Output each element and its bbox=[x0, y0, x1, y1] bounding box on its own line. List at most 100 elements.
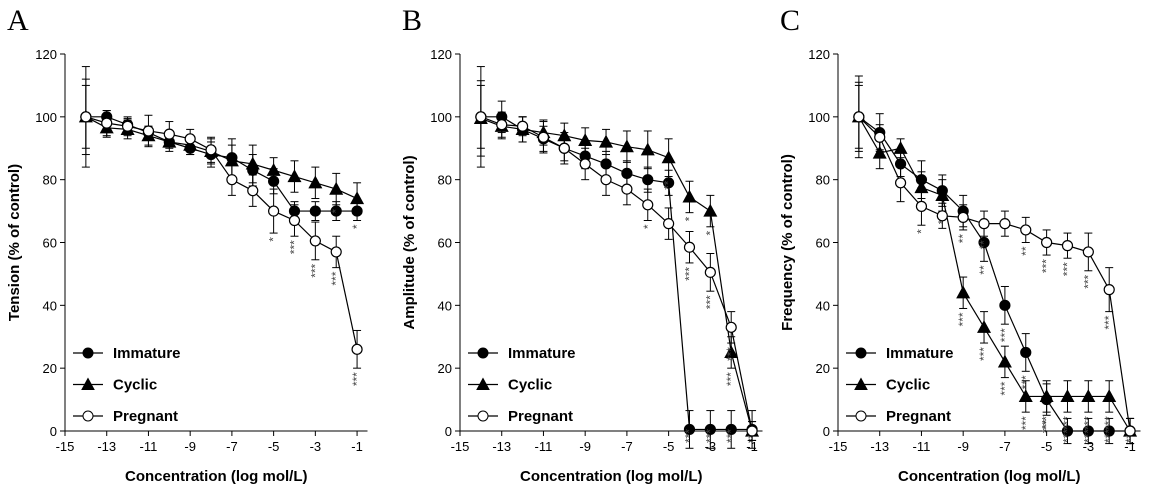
marker bbox=[683, 423, 696, 436]
marker bbox=[1103, 425, 1115, 437]
x-tick-label: -13 bbox=[870, 439, 889, 454]
marker bbox=[663, 218, 675, 230]
marker bbox=[619, 139, 634, 153]
significance: ** bbox=[956, 234, 970, 244]
marker bbox=[142, 125, 155, 137]
marker bbox=[704, 266, 716, 278]
marker bbox=[101, 117, 113, 129]
marker bbox=[287, 169, 302, 183]
x-tick-label: -5 bbox=[663, 439, 675, 454]
series-line bbox=[85, 116, 358, 350]
significance: ** bbox=[977, 265, 991, 275]
significance: *** bbox=[682, 267, 696, 281]
y-tick-label: 60 bbox=[438, 236, 452, 251]
x-tick-label: -9 bbox=[957, 439, 969, 454]
panel-label: C bbox=[780, 4, 800, 37]
marker bbox=[640, 142, 655, 156]
legend-label: Cyclic bbox=[508, 377, 552, 394]
legend-label: Cyclic bbox=[113, 377, 157, 394]
y-axis-label: Tension (% of control) bbox=[6, 164, 23, 321]
y-tick-label: 80 bbox=[43, 173, 57, 188]
marker bbox=[205, 144, 217, 156]
significance: *** bbox=[1040, 419, 1054, 433]
marker bbox=[978, 236, 990, 249]
y-tick-label: 120 bbox=[35, 47, 57, 62]
marker bbox=[350, 191, 365, 205]
legend-marker bbox=[855, 347, 867, 359]
y-tick-label: 60 bbox=[816, 236, 830, 251]
panel-label: A bbox=[7, 4, 29, 37]
significance: *** bbox=[1102, 315, 1116, 329]
y-axis-label: Frequency (% of control) bbox=[779, 154, 796, 331]
x-tick-label: -11 bbox=[140, 439, 158, 454]
marker bbox=[496, 119, 508, 131]
significance: * bbox=[350, 224, 364, 229]
marker bbox=[872, 145, 887, 159]
marker bbox=[578, 133, 593, 146]
marker bbox=[642, 199, 654, 211]
marker bbox=[308, 175, 323, 189]
marker bbox=[600, 174, 612, 186]
marker bbox=[936, 210, 948, 222]
marker bbox=[915, 200, 928, 212]
y-tick-label: 120 bbox=[808, 47, 830, 62]
y-tick-label: 80 bbox=[438, 173, 452, 188]
x-tick-label: -7 bbox=[621, 439, 633, 454]
marker bbox=[1041, 236, 1053, 249]
marker bbox=[1020, 346, 1032, 359]
significance: *** bbox=[956, 312, 970, 326]
significance: *** bbox=[1081, 429, 1095, 443]
significance: *** bbox=[703, 295, 717, 309]
y-tick-label: 40 bbox=[438, 298, 452, 313]
marker bbox=[977, 320, 992, 333]
x-tick-label: -11 bbox=[535, 439, 553, 454]
significance: *** bbox=[1019, 416, 1033, 430]
marker bbox=[1082, 246, 1094, 258]
significance: *** bbox=[1060, 416, 1074, 430]
marker bbox=[245, 156, 260, 170]
y-axis-label: Amplitude (% of control) bbox=[401, 155, 418, 329]
marker bbox=[935, 188, 950, 201]
significance: *** bbox=[998, 328, 1012, 342]
marker bbox=[537, 131, 550, 143]
marker bbox=[80, 111, 92, 123]
significance: *** bbox=[1102, 429, 1116, 443]
marker bbox=[558, 142, 570, 154]
marker bbox=[957, 211, 969, 223]
x-tick-label: -1 bbox=[351, 439, 363, 454]
significance: * bbox=[703, 230, 717, 235]
marker bbox=[704, 423, 716, 436]
marker bbox=[309, 235, 321, 247]
marker bbox=[642, 174, 654, 186]
marker bbox=[746, 425, 758, 437]
marker bbox=[1081, 389, 1096, 403]
legend-label: Pregnant bbox=[508, 408, 573, 425]
legend-marker bbox=[82, 347, 94, 359]
marker bbox=[1039, 389, 1054, 403]
x-tick-label: -3 bbox=[310, 439, 322, 454]
x-tick-label: -7 bbox=[226, 439, 238, 454]
y-tick-label: 0 bbox=[445, 424, 452, 439]
significance: *** bbox=[350, 372, 364, 386]
marker bbox=[163, 128, 175, 140]
significance: *** bbox=[682, 429, 696, 443]
significance: * bbox=[329, 208, 343, 213]
significance: *** bbox=[724, 429, 738, 443]
marker bbox=[725, 423, 737, 436]
marker bbox=[1061, 240, 1074, 252]
legend-marker bbox=[854, 377, 868, 390]
marker bbox=[1103, 284, 1115, 296]
x-tick-label: -5 bbox=[1041, 439, 1053, 454]
x-tick-label: -9 bbox=[184, 439, 196, 454]
legend-label: Immature bbox=[508, 345, 576, 362]
marker bbox=[997, 354, 1012, 368]
x-axis-label: Concentration (log mol/L) bbox=[898, 468, 1080, 485]
marker bbox=[266, 162, 281, 176]
significance: *** bbox=[703, 429, 717, 443]
marker bbox=[579, 158, 591, 170]
marker bbox=[184, 133, 196, 145]
significance: *** bbox=[724, 372, 738, 386]
legend-marker bbox=[855, 410, 867, 422]
marker bbox=[1061, 425, 1074, 437]
